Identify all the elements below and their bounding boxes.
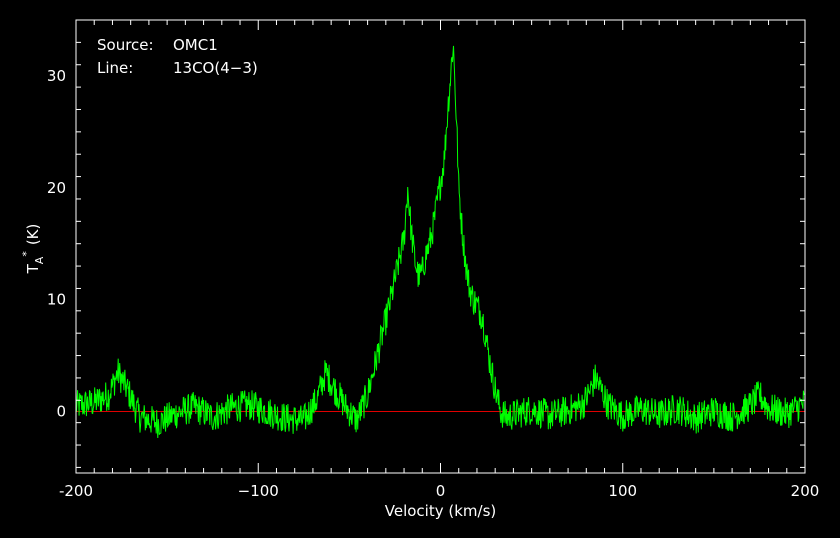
x-tick-label: -200 (59, 482, 93, 500)
spectrum-series-line (75, 45, 806, 439)
y-tick-label: 30 (47, 67, 66, 85)
y-axis-label: TA*(K) (20, 224, 46, 275)
y-tick-label: 20 (47, 179, 66, 197)
x-tick-label: 0 (436, 482, 446, 500)
annotation-value: OMC1 (173, 36, 218, 54)
annotation-key: Source: (97, 36, 154, 54)
x-tick-label: 100 (608, 482, 637, 500)
annotation-key: Line: (97, 59, 133, 77)
y-tick-label: 10 (47, 291, 66, 309)
x-axis-label: Velocity (km/s) (385, 502, 496, 520)
x-tick-label: −100 (238, 482, 279, 500)
y-tick-label: 0 (56, 402, 66, 420)
annotation-value: 13CO(4−3) (173, 59, 258, 77)
x-tick-label: 200 (791, 482, 820, 500)
